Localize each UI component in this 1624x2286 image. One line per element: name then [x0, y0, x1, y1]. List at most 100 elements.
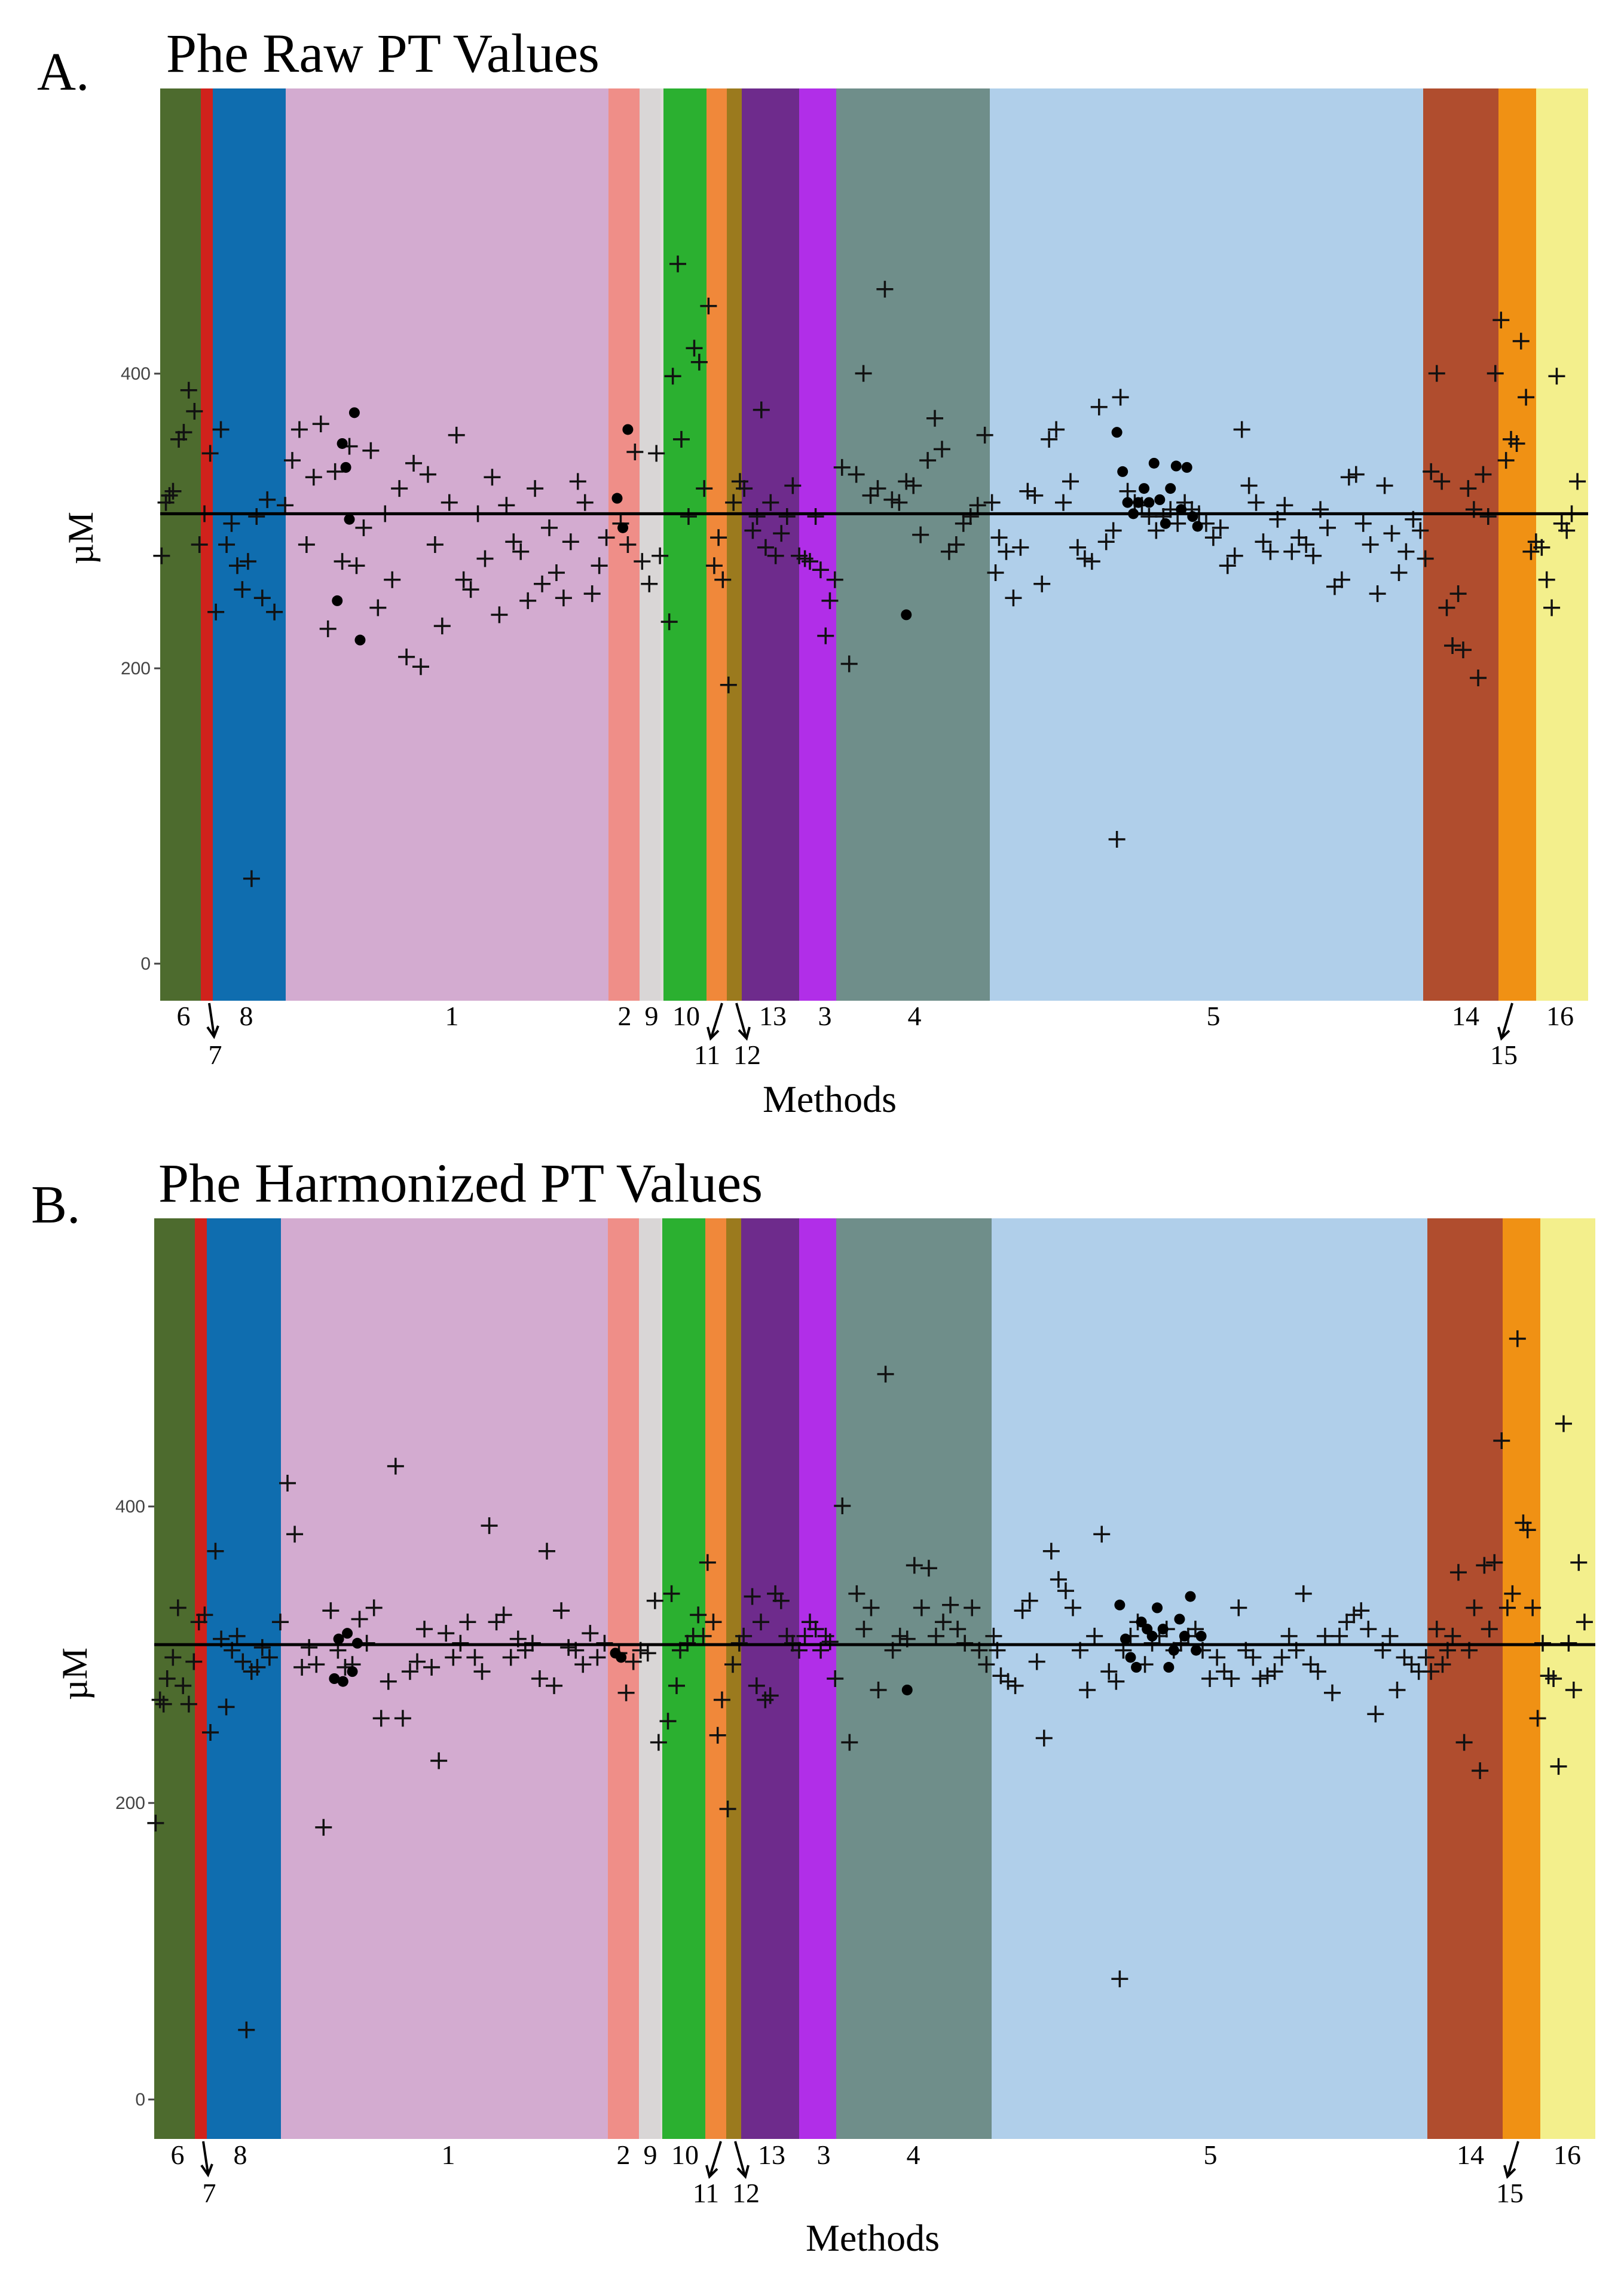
panel-b-cross-point-25: [286, 1526, 304, 1543]
panel-b-dot-point-9: [1114, 1599, 1126, 1610]
panel-a-cross-point-201: [1460, 480, 1477, 497]
panel-a-cross-point-18: [243, 870, 260, 887]
panel-a-method-label-15: 15: [1490, 1040, 1518, 1070]
panel-b-dot-point-17: [1157, 1624, 1169, 1635]
panel-a-method-label-4: 4: [908, 1001, 922, 1031]
panel-a-method-label-11: 11: [694, 1040, 720, 1070]
panel-a-method-label-12: 12: [733, 1040, 761, 1070]
panel-b-cross-point-207: [1498, 1599, 1516, 1616]
panel-a-cross-point-117: [891, 494, 908, 511]
panel-b-dot-point-18: [1163, 1662, 1175, 1673]
panel-a-band-4: [836, 88, 990, 1001]
panel-a-cross-point-134: [1005, 589, 1022, 607]
panel-a-cross-point-57: [519, 592, 537, 609]
panel-b-cross-point-26: [293, 1659, 311, 1676]
panel-a-cross-point-192: [1412, 522, 1429, 539]
panel-a-cross-point-115: [876, 280, 894, 298]
panel-a-cross-point-96: [762, 494, 779, 511]
panel-a-cross-point-185: [1362, 536, 1379, 553]
panel-a-cross-point-146: [1090, 398, 1108, 415]
panel-b-cross-point-3: [158, 1670, 176, 1687]
panel-a-cross-point-188: [1383, 525, 1400, 542]
panel-b-cross-point-130: [985, 1627, 1002, 1645]
panel-a-dot-point-2: [340, 462, 351, 473]
panel-b-band-2: [608, 1218, 639, 2139]
panel-b-cross-point-146: [1093, 1526, 1111, 1543]
panel-a-cross-point-40: [398, 648, 415, 665]
panel-a-method-label-14: 14: [1452, 1001, 1479, 1031]
panel-a-cross-point-5: [175, 424, 192, 441]
panel-a-cross-point-176: [1298, 536, 1315, 553]
panel-b-dot-point-8: [901, 1684, 913, 1695]
panel-b-cross-point-218: [1555, 1415, 1572, 1432]
panel-b-cross-point-163: [1209, 1649, 1226, 1666]
panel-a-cross-point-113: [862, 487, 879, 504]
panel-b-cross-point-135: [1014, 1602, 1031, 1619]
panel-b-dot-point-19: [1168, 1645, 1179, 1656]
panel-b-dot-point-22: [1185, 1591, 1196, 1602]
panel-a-cross-point-165: [1219, 557, 1236, 574]
panel-b-cross-point-160: [1186, 1621, 1204, 1638]
panel-a-cross-point-17: [239, 553, 256, 570]
panel-b-cross-point-11: [202, 1724, 219, 1741]
panel-b-cross-point-47: [445, 1649, 462, 1666]
panel-b-dot-point-15: [1146, 1630, 1158, 1642]
panel-a: A. Phe Raw PT Values: [37, 23, 1588, 1120]
panel-a-cross-point-54: [498, 497, 515, 514]
panel-a-cross-point-0: [153, 547, 170, 564]
panel-a-cross-point-83: [696, 480, 713, 497]
panel-a-band-16: [1536, 88, 1588, 1001]
panel-a-arrow-12-shaft: [735, 1003, 747, 1038]
panel-a-cross-point-147: [1097, 533, 1115, 551]
panel-b-cross-point-176: [1302, 1656, 1319, 1673]
panel-a-cross-point-81: [686, 340, 703, 357]
panel-a-cross-point-100: [784, 477, 802, 494]
panel-a-cross-point-110: [840, 655, 858, 673]
panel-b-cross-point-139: [1042, 1542, 1060, 1560]
panel-a-arrow-11-head: [707, 1026, 720, 1041]
panel-b-cross-point-122: [927, 1627, 944, 1645]
panel-a-cross-point-195: [1428, 365, 1445, 382]
panel-a-band-1: [286, 88, 608, 1001]
panel-b-cross-point-17: [234, 1653, 252, 1670]
panel-b-cross-point-30: [322, 1602, 340, 1619]
panel-b-cross-point-170: [1259, 1667, 1276, 1685]
panel-b-cross-point-125: [949, 1621, 967, 1638]
panel-a-dot-point-0: [332, 595, 343, 606]
panel-a-cross-point-150: [1112, 389, 1129, 406]
panel-b-x-axis: 6 7 8 1 2 9 10 11 12 13 3 4 5: [171, 2140, 1582, 2259]
panel-a-cross-point-111: [848, 466, 865, 483]
panel-b-cross-point-5: [169, 1599, 186, 1616]
panel-b-cross-point-93: [748, 1677, 765, 1694]
panel-a-cross-point-112: [855, 365, 872, 382]
panel-b-method-label-15: 15: [1496, 2178, 1524, 2208]
panel-b-method-label-9: 9: [644, 2140, 657, 2170]
panel-a-cross-point-27: [305, 469, 322, 486]
panel-b-cross-point-70: [617, 1684, 635, 1701]
panel-b-cross-point-179: [1323, 1684, 1341, 1701]
panel-b-cross-point-60: [538, 1542, 555, 1560]
panel-a-cross-point-189: [1390, 564, 1408, 581]
panel-b-cross-point-44: [423, 1659, 441, 1676]
panel-b-cross-point-212: [1524, 1599, 1542, 1616]
panel-b-cross-point-147: [1100, 1663, 1118, 1680]
panel-b-cross-point-46: [438, 1625, 455, 1642]
panel-b-cross-point-188: [1388, 1681, 1406, 1698]
panel-a-cross-point-183: [1347, 466, 1365, 483]
panel-b-cross-point-107: [821, 1633, 839, 1651]
panel-a-cross-point-169: [1247, 494, 1265, 511]
panel-b-method-bands: [154, 1218, 1595, 2139]
panel-b-band-13: [741, 1218, 799, 2139]
panel-a-cross-point-75: [652, 547, 669, 564]
panel-a-band-gap: [640, 88, 660, 1001]
panel-b-cross-point-202: [1472, 1762, 1489, 1779]
panel-a-cross-point-64: [569, 473, 586, 490]
panel-a-cross-point-42: [412, 658, 429, 676]
panel-a-cross-point-55: [505, 533, 522, 551]
panel-a-cross-point-109: [833, 459, 851, 476]
panel-b-cross-point-180: [1331, 1627, 1348, 1645]
panel-b-cross-point-194: [1428, 1621, 1445, 1638]
panel-b-cross-point-183: [1353, 1602, 1370, 1619]
panel-a-cross-point-30: [326, 463, 344, 480]
